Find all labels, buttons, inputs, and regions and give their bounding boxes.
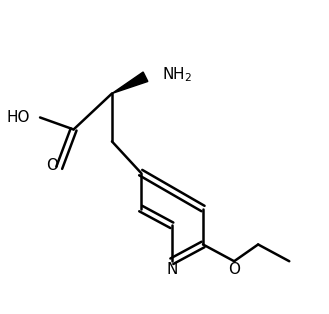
Text: O: O [46,158,58,173]
Text: NH$_2$: NH$_2$ [162,65,192,84]
Text: HO: HO [7,110,31,125]
Polygon shape [112,72,148,94]
Text: N: N [166,263,178,278]
Text: O: O [228,263,240,278]
